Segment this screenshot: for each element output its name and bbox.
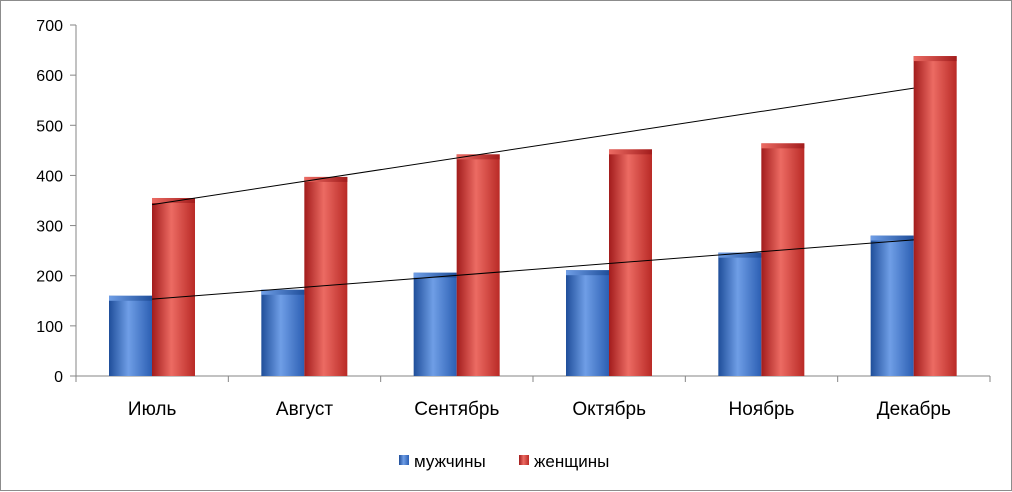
bar-body <box>261 289 305 376</box>
legend-label: женщины <box>534 452 609 471</box>
x-category-label: Декабрь <box>877 399 951 420</box>
bar-top <box>609 149 652 155</box>
y-axis: 0 100 200 300 400 500 600 700 <box>36 18 77 386</box>
bar-мужчины-Декабрь <box>870 235 914 376</box>
bar-top <box>261 289 305 295</box>
legend-item-женщины: женщины <box>519 452 609 471</box>
bar-body <box>870 235 914 376</box>
legend-swatch <box>519 455 529 465</box>
bar-body <box>413 272 457 376</box>
bar-body <box>152 197 195 376</box>
x-category-label: Август <box>276 399 333 420</box>
bar-top <box>152 197 195 203</box>
y-tick-label: 600 <box>36 68 63 85</box>
bar-женщины-Декабрь <box>913 56 957 377</box>
x-category-label: Июль <box>128 399 177 420</box>
y-tick-label: 500 <box>36 118 63 135</box>
bar-мужчины-Сентябрь <box>413 272 457 376</box>
bars <box>109 56 957 377</box>
bar-top <box>304 176 348 182</box>
x-category-label: Октябрь <box>572 399 646 420</box>
y-tick-label: 200 <box>36 269 63 286</box>
bar-top <box>761 143 805 149</box>
trendlines <box>152 87 914 300</box>
trendline-женщины <box>152 87 914 206</box>
bar-мужчины-Июль <box>109 295 152 376</box>
bar-top <box>913 56 957 62</box>
y-tick-label: 300 <box>36 219 63 236</box>
x-category-label: Ноябрь <box>729 399 795 420</box>
bar-body <box>304 176 348 376</box>
bar-top <box>566 270 609 276</box>
bar-top <box>456 154 500 160</box>
bar-body <box>566 270 609 376</box>
y-tick-label: 400 <box>36 168 63 185</box>
bar-top <box>109 295 152 301</box>
bar-top <box>413 272 457 278</box>
bar-body <box>913 56 957 377</box>
bar-мужчины-Август <box>261 289 305 376</box>
x-category-label: Сентябрь <box>414 399 499 420</box>
bar-body <box>109 295 152 376</box>
legend: мужчины женщины <box>399 452 609 471</box>
bar-мужчины-Октябрь <box>566 270 609 376</box>
legend-swatch <box>399 455 409 465</box>
bar-top <box>718 252 762 258</box>
bar-женщины-Июль <box>152 197 195 376</box>
bar-body <box>456 154 500 376</box>
bar-женщины-Сентябрь <box>456 154 500 376</box>
x-axis: Июль Август Сентябрь Октябрь Ноябрь Декабрь <box>75 375 991 420</box>
y-tick-label: 100 <box>36 319 63 336</box>
y-tick-label: 0 <box>54 369 63 386</box>
legend-label: мужчины <box>414 452 486 471</box>
legend-item-мужчины: мужчины <box>399 452 486 471</box>
bar-женщины-Ноябрь <box>761 143 805 376</box>
bar-top <box>870 235 914 241</box>
y-tick-label: 700 <box>36 18 63 35</box>
bar-мужчины-Ноябрь <box>718 252 762 376</box>
bar-женщины-Август <box>304 176 348 376</box>
bar-body <box>718 252 762 376</box>
bar-body <box>761 143 805 376</box>
trendline-мужчины <box>152 239 914 300</box>
